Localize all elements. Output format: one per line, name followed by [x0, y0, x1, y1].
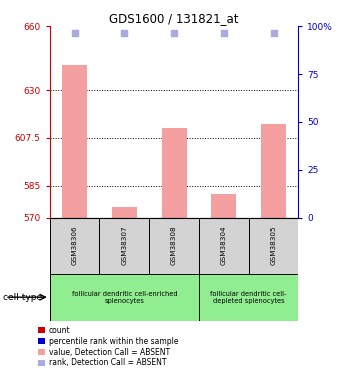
Bar	[211, 194, 236, 217]
FancyBboxPatch shape	[199, 217, 249, 274]
Text: cell type: cell type	[3, 292, 43, 302]
Bar	[162, 128, 187, 217]
Text: GSM38308: GSM38308	[171, 226, 177, 266]
FancyBboxPatch shape	[50, 274, 199, 321]
Text: GSM38304: GSM38304	[221, 226, 227, 266]
Text: GSM38306: GSM38306	[72, 226, 78, 266]
Point	[271, 30, 276, 36]
FancyBboxPatch shape	[249, 217, 298, 274]
Bar	[62, 64, 87, 218]
Point	[172, 30, 177, 36]
Title: GDS1600 / 131821_at: GDS1600 / 131821_at	[109, 12, 239, 25]
Text: GSM38307: GSM38307	[121, 226, 127, 266]
Bar	[261, 124, 286, 218]
FancyBboxPatch shape	[149, 217, 199, 274]
Point	[72, 30, 78, 36]
Point	[221, 30, 226, 36]
Bar	[112, 207, 137, 218]
FancyBboxPatch shape	[50, 217, 99, 274]
FancyBboxPatch shape	[199, 274, 298, 321]
Text: follicular dendritic cell-enriched
splenocytes: follicular dendritic cell-enriched splen…	[72, 291, 177, 304]
Text: GSM38305: GSM38305	[271, 226, 276, 266]
FancyBboxPatch shape	[99, 217, 149, 274]
Point	[121, 30, 127, 36]
Legend: count, percentile rank within the sample, value, Detection Call = ABSENT, rank, : count, percentile rank within the sample…	[38, 326, 178, 368]
Text: follicular dendritic cell-
depleted splenocytes: follicular dendritic cell- depleted sple…	[211, 291, 287, 304]
